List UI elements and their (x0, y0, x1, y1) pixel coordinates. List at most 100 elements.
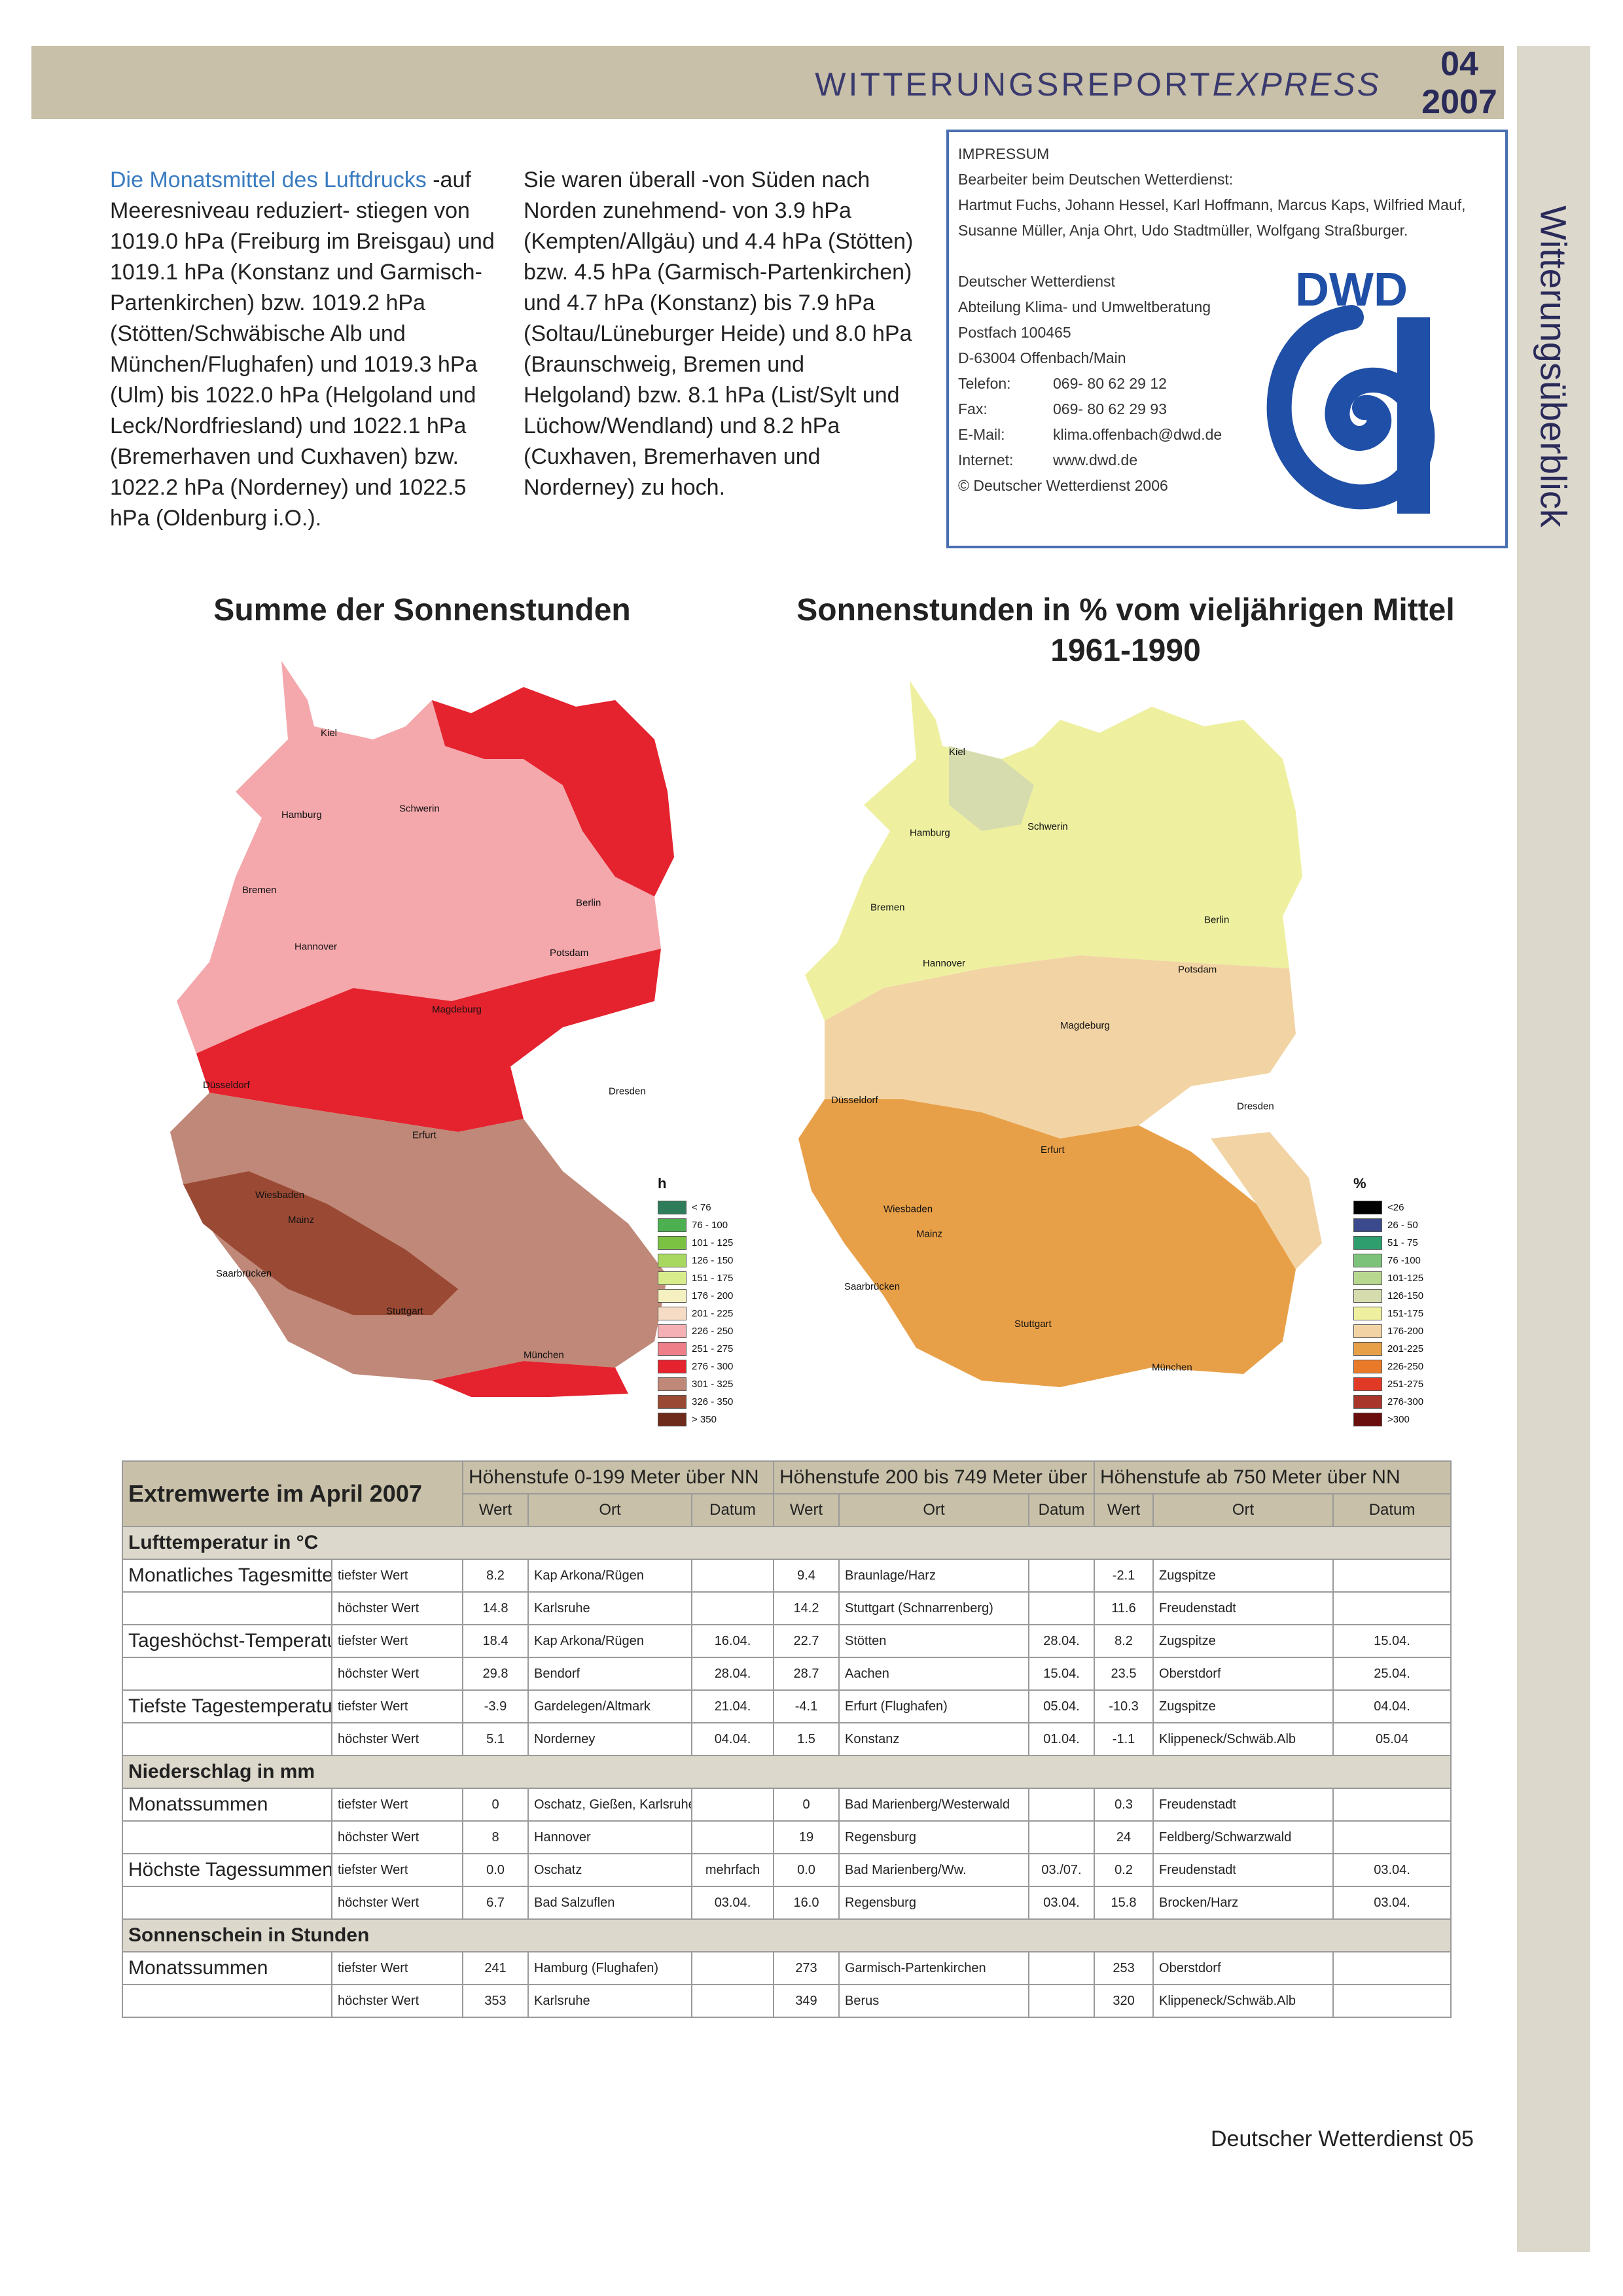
table-cell: 04.04. (691, 1722, 774, 1756)
legend-right-items: <26 26 - 50 51 - 75 76 -100 101-125 126-150 15… (1353, 1199, 1452, 1428)
table-cell-type: tiefster Wert (331, 1624, 463, 1658)
table-cell: 15.04. (1027, 1657, 1096, 1691)
legend-left-item: < 76 (658, 1199, 756, 1216)
city-label: Hamburg (910, 828, 950, 839)
table-title: Extremwerte im April 2007 (122, 1460, 463, 1527)
map-left-region-central (196, 949, 661, 1132)
map-right-title-line2: 1961-1990 (1050, 633, 1201, 668)
table-cell (1027, 1820, 1096, 1854)
table-cell: -3.9 (462, 1689, 529, 1723)
table-cell: 14.2 (773, 1591, 840, 1625)
map-right-city-labels: Kiel Hamburg Schwerin Bremen Berlin Hannover P… (831, 747, 1274, 1373)
header-title-main: WITTERUNGSREPORT (815, 66, 1213, 103)
impressum-phone-row: Telefon: 069- 80 62 29 12 (958, 371, 1496, 397)
table-cell (691, 1591, 774, 1625)
legend-right-label: 151-175 (1387, 1308, 1424, 1319)
internet-link[interactable]: www.dwd.de (1053, 451, 1138, 468)
legend-left-item: 301 - 325 (658, 1375, 756, 1393)
table-cell: Oberstdorf (1152, 1657, 1334, 1691)
legend-right-swatch (1353, 1307, 1382, 1320)
table-cell: 0 (773, 1788, 840, 1822)
map-left-region-alps (432, 1361, 628, 1397)
table-cell: 241 (462, 1951, 529, 1985)
table-cell-param: Monatliches Tagesmittel (122, 1559, 332, 1593)
legend-right-swatch (1353, 1271, 1382, 1285)
table-cell-type: höchster Wert (331, 1591, 463, 1625)
table-cell: Oschatz, Gießen, Karlsruhe, Bendorf (527, 1788, 692, 1822)
table-cell: 0.0 (462, 1853, 529, 1887)
table-subheader: Datum (1027, 1493, 1096, 1527)
city-label: Hannover (923, 958, 965, 969)
city-label: Erfurt (1041, 1144, 1065, 1156)
table-cell-param: Tageshöchst-Temperatur (122, 1624, 332, 1658)
legend-right-item: 51 - 75 (1353, 1234, 1452, 1252)
city-label: Potsdam (550, 947, 588, 959)
impressum-editors-label: Bearbeiter beim Deutschen Wetterdienst: (958, 171, 1234, 188)
legend-left-item: 151 - 175 (658, 1269, 756, 1287)
table-cell: 8.2 (462, 1559, 529, 1593)
legend-left-item: > 350 (658, 1411, 756, 1428)
email-link[interactable]: klima.offenbach@dwd.de (1053, 426, 1222, 443)
legend-right-label: 101-125 (1387, 1273, 1424, 1284)
table-cell: 16.0 (773, 1886, 840, 1920)
legend-left-item: 251 - 275 (658, 1340, 756, 1358)
legend-right-swatch (1353, 1395, 1382, 1409)
table-cell: Norderney (527, 1722, 692, 1756)
table-cell: 21.04. (691, 1689, 774, 1723)
table-cell: 24 (1094, 1820, 1154, 1854)
table-cell: 11.6 (1094, 1591, 1154, 1625)
map-left-title: Summe der Sonnenstunden (213, 593, 631, 627)
legend-right-swatch (1353, 1289, 1382, 1303)
table-cell: 15.04. (1332, 1624, 1452, 1658)
table-cell: Klippeneck/Schwäb.Alb (1152, 1984, 1334, 2018)
internet-label: Internet: (958, 451, 1014, 468)
legend-right-swatch (1353, 1324, 1382, 1338)
impressum-internet-row: Internet: www.dwd.de (958, 448, 1496, 473)
table-cell: 03.04. (1027, 1886, 1096, 1920)
city-label: Düsseldorf (831, 1095, 879, 1106)
legend-right-item: >300 (1353, 1411, 1452, 1428)
legend-right-label: 251-275 (1387, 1379, 1424, 1390)
legend-right-label: 76 -100 (1387, 1255, 1421, 1266)
legend-left-swatch (658, 1289, 687, 1303)
city-label: Schwerin (399, 803, 440, 814)
table-cell (1027, 1951, 1096, 1985)
table-cell: Regensburg (838, 1820, 1029, 1854)
table-cell: -1.1 (1094, 1722, 1154, 1756)
legend-right-item: 101-125 (1353, 1269, 1452, 1287)
table-cell-param (122, 1984, 332, 2018)
table-cell-type: höchster Wert (331, 1820, 463, 1854)
table-cell: Konstanz (838, 1722, 1029, 1756)
table-row: Monatssummen tiefster Wert 0 Oschatz, Gieße… (122, 1788, 1452, 1822)
legend-right-swatch (1353, 1377, 1382, 1391)
city-label: Mainz (916, 1228, 942, 1239)
table-cell: 349 (773, 1984, 840, 2018)
side-band (1517, 46, 1590, 2252)
table-cell: 320 (1094, 1984, 1154, 2018)
legend-right-item: 76 -100 (1353, 1252, 1452, 1269)
table-row: höchster Wert 8 Hannover 19 Regensburg 24 Feld… (122, 1820, 1452, 1854)
table-cell: Regensburg (838, 1886, 1029, 1920)
legend-right-label: 276-300 (1387, 1396, 1424, 1407)
legend-right-item: <26 (1353, 1199, 1452, 1216)
table-row: höchster Wert 6.7 Bad Salzuflen 03.04. 16.0 R… (122, 1886, 1452, 1920)
legend-left-swatch (658, 1342, 687, 1356)
table-cell: Berus (838, 1984, 1029, 2018)
legend-right-item: 151-175 (1353, 1305, 1452, 1322)
table-cell: 29.8 (462, 1657, 529, 1691)
map-right-title: Sonnenstunden in % vom vieljährigen Mitt… (753, 590, 1499, 671)
table-cell: 6.7 (462, 1886, 529, 1920)
legend-left-item: 276 - 300 (658, 1358, 756, 1375)
table-cell (691, 1559, 774, 1593)
table-cell-param (122, 1820, 332, 1854)
table-cell-param (122, 1722, 332, 1756)
legend-right-label: 51 - 75 (1387, 1237, 1418, 1248)
map-right-region-north (805, 680, 1302, 1021)
legend-left-swatch (658, 1307, 687, 1320)
table-cell: Karlsruhe (527, 1591, 692, 1625)
legend-left: h < 76 76 - 100 101 - 125 126 - 150 151 - 17… (658, 1175, 756, 1428)
table-cell: 18.4 (462, 1624, 529, 1658)
table-row: höchster Wert 353 Karlsruhe 349 Berus 320 Klip… (122, 1984, 1452, 2018)
impressum-postbox: Postfach 100465 (958, 324, 1071, 341)
legend-left-label: 151 - 175 (692, 1273, 734, 1284)
